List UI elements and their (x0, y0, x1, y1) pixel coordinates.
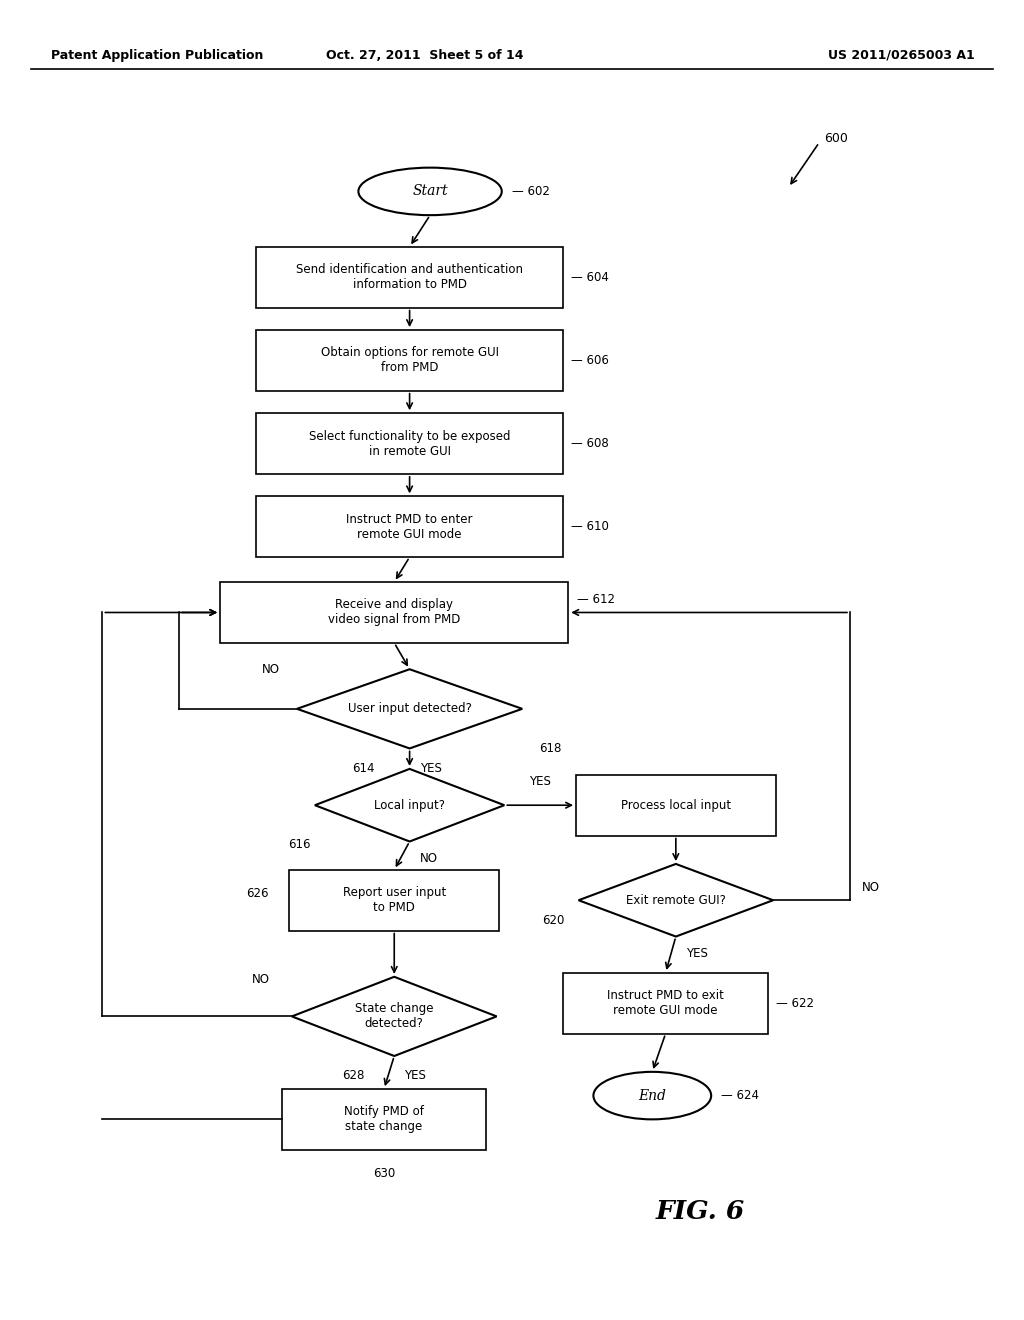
Text: 626: 626 (247, 887, 268, 900)
Text: 616: 616 (289, 838, 310, 851)
FancyBboxPatch shape (220, 582, 568, 643)
Text: YES: YES (686, 948, 708, 960)
FancyBboxPatch shape (563, 973, 768, 1034)
Text: NO: NO (420, 853, 438, 865)
FancyBboxPatch shape (282, 1089, 486, 1150)
Text: — 606: — 606 (571, 354, 609, 367)
Text: Start: Start (413, 185, 447, 198)
Text: Receive and display
video signal from PMD: Receive and display video signal from PM… (328, 598, 461, 627)
Text: — 610: — 610 (571, 520, 609, 533)
Polygon shape (579, 863, 773, 937)
Polygon shape (297, 669, 522, 748)
Text: Local input?: Local input? (374, 799, 445, 812)
Ellipse shape (593, 1072, 711, 1119)
Text: Exit remote GUI?: Exit remote GUI? (626, 894, 726, 907)
Text: Process local input: Process local input (621, 799, 731, 812)
Text: — 608: — 608 (571, 437, 609, 450)
FancyBboxPatch shape (256, 247, 563, 308)
Text: — 624: — 624 (721, 1089, 760, 1102)
Text: YES: YES (529, 775, 551, 788)
Text: Notify PMD of
state change: Notify PMD of state change (344, 1105, 424, 1134)
Text: — 622: — 622 (776, 997, 814, 1010)
Text: Report user input
to PMD: Report user input to PMD (343, 886, 445, 915)
Text: Instruct PMD to enter
remote GUI mode: Instruct PMD to enter remote GUI mode (346, 512, 473, 541)
Text: YES: YES (420, 762, 441, 775)
FancyBboxPatch shape (575, 775, 776, 836)
Text: Oct. 27, 2011  Sheet 5 of 14: Oct. 27, 2011 Sheet 5 of 14 (327, 49, 523, 62)
Text: State change
detected?: State change detected? (355, 1002, 433, 1031)
Text: YES: YES (404, 1069, 426, 1082)
Text: 630: 630 (373, 1167, 395, 1180)
Text: FIG. 6: FIG. 6 (655, 1200, 744, 1224)
FancyBboxPatch shape (256, 413, 563, 474)
FancyBboxPatch shape (290, 870, 500, 931)
Text: Obtain options for remote GUI
from PMD: Obtain options for remote GUI from PMD (321, 346, 499, 375)
Polygon shape (292, 977, 497, 1056)
Text: 618: 618 (540, 742, 561, 755)
Text: — 602: — 602 (512, 185, 550, 198)
Text: NO: NO (252, 973, 270, 986)
Polygon shape (315, 768, 505, 842)
Text: NO: NO (862, 880, 881, 894)
FancyBboxPatch shape (256, 330, 563, 391)
Text: 620: 620 (542, 913, 564, 927)
Text: Select functionality to be exposed
in remote GUI: Select functionality to be exposed in re… (309, 429, 510, 458)
Text: Send identification and authentication
information to PMD: Send identification and authentication i… (296, 263, 523, 292)
Text: End: End (638, 1089, 667, 1102)
Ellipse shape (358, 168, 502, 215)
Text: — 604: — 604 (571, 271, 609, 284)
Text: Instruct PMD to exit
remote GUI mode: Instruct PMD to exit remote GUI mode (607, 989, 724, 1018)
Text: Patent Application Publication: Patent Application Publication (51, 49, 263, 62)
Text: 600: 600 (824, 132, 848, 145)
Text: 628: 628 (342, 1069, 365, 1082)
Text: User input detected?: User input detected? (348, 702, 471, 715)
Text: 614: 614 (352, 762, 375, 775)
Text: NO: NO (262, 663, 281, 676)
Text: US 2011/0265003 A1: US 2011/0265003 A1 (827, 49, 975, 62)
Text: — 612: — 612 (577, 593, 614, 606)
FancyBboxPatch shape (256, 496, 563, 557)
